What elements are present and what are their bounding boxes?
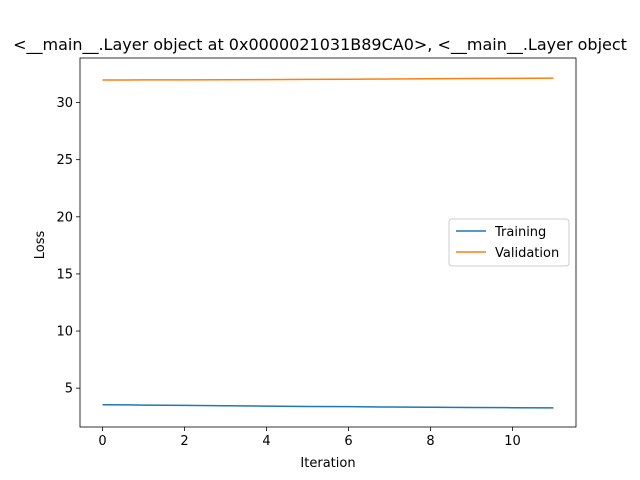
- x-axis-label: Iteration: [300, 456, 355, 471]
- y-tick-label: 20: [56, 210, 73, 225]
- series-line-training: [102, 403, 554, 409]
- x-tick-label: 0: [98, 434, 106, 449]
- y-tick-label: 15: [56, 267, 73, 282]
- x-tick-label: 4: [262, 434, 270, 449]
- legend: Training Validation: [448, 218, 570, 267]
- y-tick-label: 5: [65, 382, 73, 397]
- legend-label-validation: Validation: [495, 246, 559, 261]
- x-tick-label: 10: [504, 434, 521, 449]
- y-axis-ticks: 5 10 15 20 25 30: [56, 96, 80, 397]
- y-tick-label: 30: [56, 96, 73, 111]
- x-tick-label: 2: [180, 434, 188, 449]
- series-line-validation: [102, 77, 554, 81]
- plot-frame: [79, 57, 577, 428]
- x-tick-label: 8: [426, 434, 434, 449]
- legend-label-training: Training: [494, 225, 546, 240]
- y-tick-label: 25: [56, 153, 73, 168]
- x-tick-label: 6: [344, 434, 352, 449]
- chart-title: <__main__.Layer object at 0x0000021031B8…: [13, 35, 627, 55]
- x-axis-ticks: 0 2 4 6 8 10: [98, 427, 521, 449]
- y-tick-label: 10: [56, 325, 73, 340]
- y-axis-label: Loss: [33, 231, 48, 260]
- series-layer: [102, 77, 554, 409]
